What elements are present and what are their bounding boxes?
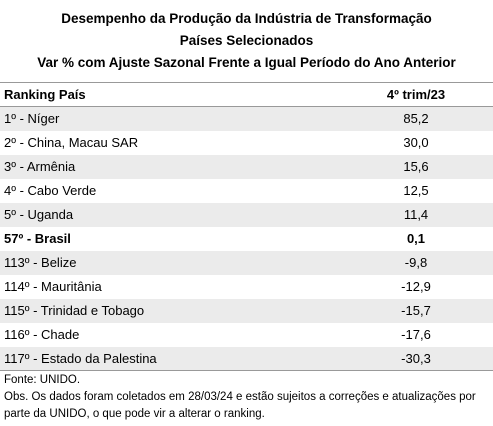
- column-header: 4º trim/23: [343, 82, 493, 107]
- source: Fonte: UNIDO.: [4, 374, 81, 386]
- title: Desempenho da Produção da Indústria de T…: [61, 11, 432, 26]
- country-cell: 57º - Brasil: [4, 231, 71, 246]
- table-row: 115º - Trinidad e Tobago -15,7: [0, 298, 493, 323]
- header-row: Ranking País 4º trim/23: [0, 82, 493, 107]
- table-row: 113º - Belize -9,8: [0, 250, 493, 275]
- subtitle: Var % com Ajuste Sazonal Frente a Igual …: [37, 55, 456, 70]
- value-cell: 85,2: [343, 106, 493, 131]
- country-cell: 5º - Uganda: [0, 202, 343, 227]
- table-row: 116º - Chade -17,6: [0, 323, 493, 347]
- country-cell: 2º - China, Macau SAR: [4, 135, 139, 150]
- value-cell: -17,6: [401, 327, 431, 342]
- country-cell: 113º - Belize: [0, 250, 343, 275]
- value-cell: 0,1: [406, 231, 426, 246]
- table-row: 3º - Armênia 15,6: [0, 154, 493, 179]
- table-row: 1º - Níger 85,2: [0, 106, 493, 131]
- subtitle: Países Selecionados: [179, 33, 314, 48]
- table-body: 1º - Níger 85,2 2º - China, Macau SAR 30,0 3…: [0, 106, 493, 371]
- note: Obs. Os dados foram coletados em 28/03/2…: [4, 391, 476, 420]
- table-row: 117º - Estado da Palestina -30,3: [0, 346, 493, 371]
- table-row: 4º - Cabo Verde 12,5: [0, 179, 493, 203]
- value-cell: 11,4: [343, 202, 493, 227]
- country-cell: 114º - Mauritânia: [4, 279, 102, 294]
- ranking-table: Ranking País 4º trim/23 1º - Níger 85,2 2º…: [0, 82, 493, 371]
- value-cell: 12,5: [403, 183, 429, 198]
- notes: Fonte: UNIDO. Obs. Os dados foram coleta…: [4, 372, 489, 423]
- table-row: 114º - Mauritânia -12,9: [0, 275, 493, 299]
- country-cell: 3º - Armênia: [0, 154, 343, 179]
- column-header: Ranking País: [0, 82, 343, 107]
- value-cell: -9,8: [343, 250, 493, 275]
- country-cell: 115º - Trinidad e Tobago: [0, 298, 343, 323]
- value-cell: -12,9: [401, 279, 431, 294]
- value-cell: 15,6: [343, 154, 493, 179]
- value-cell: 30,0: [403, 135, 429, 150]
- country-cell: 117º - Estado da Palestina: [0, 346, 343, 371]
- country-cell: 116º - Chade: [4, 327, 80, 342]
- value-cell: -15,7: [343, 298, 493, 323]
- country-cell: 4º - Cabo Verde: [4, 183, 97, 198]
- table-row: 5º - Uganda 11,4: [0, 202, 493, 227]
- table-row: 57º - Brasil 0,1: [0, 227, 493, 251]
- country-cell: 1º - Níger: [0, 106, 343, 131]
- value-cell: -30,3: [343, 346, 493, 371]
- table-row: 2º - China, Macau SAR 30,0: [0, 131, 493, 155]
- titles: Desempenho da Produção da Indústria de T…: [0, 0, 493, 70]
